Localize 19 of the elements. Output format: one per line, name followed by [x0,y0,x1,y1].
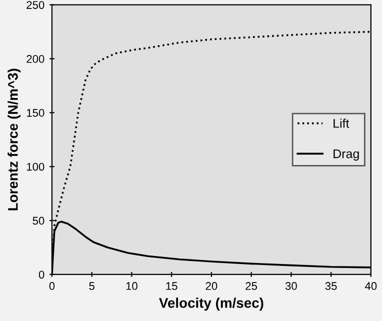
x-tick-label: 20 [206,282,218,290]
legend-label: Lift [334,118,350,128]
y-axis-title: Lorentz force (N/m^3) [8,68,21,210]
y-tick-label: 100 [26,162,44,171]
x-tick-label: 40 [365,282,377,290]
x-tick-label: 30 [285,282,297,290]
x-tick-label: 10 [126,282,138,290]
y-tick-label: 250 [26,1,44,9]
x-tick-label: 0 [49,282,55,290]
x-tick-label: 25 [246,282,258,290]
y-tick-label: 0 [38,270,44,279]
x-tick-label: 5 [89,282,94,290]
x-axis-title: Velocity (m/sec) [159,298,264,311]
y-tick-label: 200 [26,55,44,63]
x-tick-label: 35 [325,282,337,290]
y-tick-label: 150 [26,108,44,117]
y-tick-label: 50 [32,216,44,225]
x-tick-label: 15 [166,282,178,290]
legend-label: Drag [334,149,359,161]
